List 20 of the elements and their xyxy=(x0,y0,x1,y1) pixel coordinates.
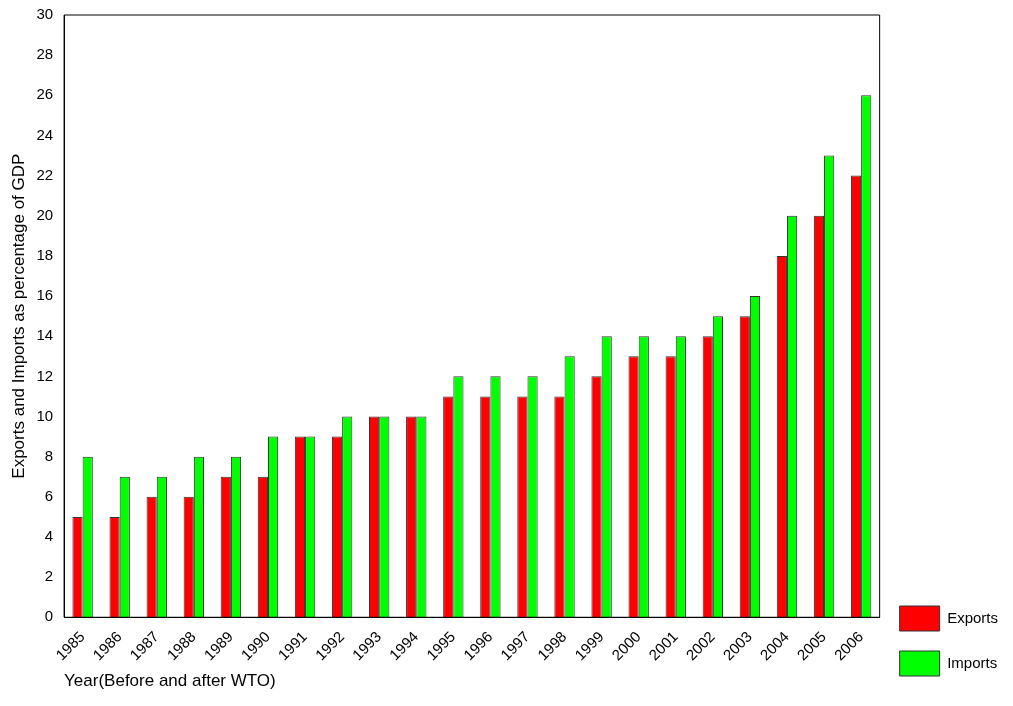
y-tick-label: 2 xyxy=(44,567,54,585)
y-tick-label: 20 xyxy=(36,205,54,223)
y-tick-label: 8 xyxy=(44,446,54,464)
y-tick-label: 28 xyxy=(36,45,54,63)
y-tick-label: 16 xyxy=(36,286,54,304)
legend-label: Exports xyxy=(947,608,999,626)
y-tick-label: 10 xyxy=(36,406,54,424)
y-tick-label: 18 xyxy=(36,246,54,264)
y-tick-label: 6 xyxy=(44,486,54,504)
y-tick-label: 26 xyxy=(36,85,54,103)
y-tick-label: 14 xyxy=(36,326,54,344)
y-tick-label: 4 xyxy=(44,527,54,545)
y-tick-label: 24 xyxy=(36,125,54,143)
y-axis-title: Exports and Imports as percentage of GDP xyxy=(8,153,28,479)
y-tick-label: 0 xyxy=(44,607,54,625)
y-tick-label: 22 xyxy=(36,165,54,183)
y-tick-label: 30 xyxy=(36,5,54,23)
legend-label: Imports xyxy=(947,653,998,671)
y-tick-label: 12 xyxy=(36,366,54,384)
x-axis-title: Year(Before and after WTO) xyxy=(64,671,276,691)
